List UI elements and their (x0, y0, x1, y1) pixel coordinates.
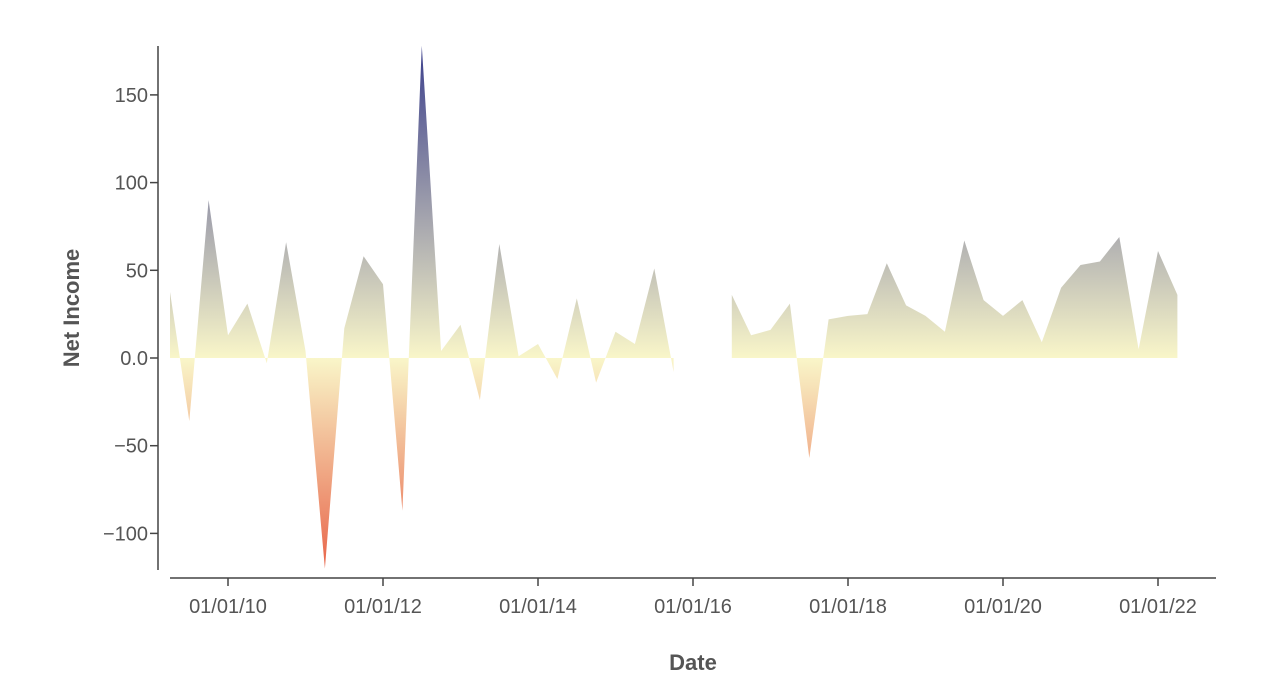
data-point-47 (1059, 286, 1063, 290)
x-tick-label-3: 01/01/16 (654, 596, 732, 618)
data-point-39 (904, 303, 908, 307)
data-point-41 (943, 330, 947, 334)
data-point-38 (885, 261, 889, 265)
data-point-30 (730, 293, 734, 297)
area-series (149, 44, 1179, 571)
data-point-11 (362, 254, 366, 258)
y-tick-label-4: −50 (114, 436, 148, 458)
y-tick-label-3: 0.0 (120, 348, 148, 370)
y-tick-label-5: −100 (103, 523, 148, 545)
data-point-18 (497, 242, 501, 246)
data-point-45 (1020, 298, 1024, 302)
y-axis: 150 100 50 0.0 −50 −100 (103, 46, 159, 570)
data-point-37 (865, 312, 869, 316)
x-tick-label-4: 01/01/18 (809, 596, 887, 618)
data-point-42 (962, 239, 966, 243)
data-point-35 (827, 317, 831, 321)
data-point-24 (614, 330, 618, 334)
data-point-46 (1040, 340, 1044, 344)
x-tick-label-6: 01/01/22 (1119, 596, 1197, 618)
x-axis: 01/01/10 01/01/12 01/01/14 01/01/16 01/01/18… (170, 577, 1216, 618)
data-point-14 (420, 44, 424, 48)
data-point-16 (459, 323, 463, 327)
x-tick-label-0: 01/01/10 (189, 596, 267, 618)
data-point-34 (807, 456, 811, 460)
data-point-3 (207, 198, 211, 202)
data-point-40 (924, 314, 928, 318)
area-segment-0-1 (731, 237, 1178, 458)
data-point-33 (788, 302, 792, 306)
y-tick-label-2: 50 (126, 260, 148, 282)
data-point-25 (633, 342, 637, 346)
y-tick-label-0: 150 (115, 85, 148, 107)
data-point-7 (284, 240, 288, 244)
data-point-8 (304, 349, 308, 353)
y-tick-label-1: 100 (115, 173, 148, 195)
x-tick-label-1: 01/01/12 (344, 596, 422, 618)
data-point-22 (575, 296, 579, 300)
data-point-15 (439, 349, 443, 353)
data-point-17 (478, 398, 482, 402)
data-point-23 (594, 381, 598, 385)
data-point-9 (323, 567, 327, 571)
y-axis-title: Net Income (59, 249, 84, 368)
data-point-48 (1079, 263, 1083, 267)
x-tick-label-5: 01/01/20 (964, 596, 1042, 618)
data-point-27 (672, 370, 676, 374)
data-point-52 (1156, 249, 1160, 253)
data-point-2 (187, 419, 191, 423)
area-segment-0-0 (170, 45, 674, 569)
data-point-19 (517, 354, 521, 358)
data-point-36 (846, 314, 850, 318)
data-point-12 (381, 282, 385, 286)
data-point-6 (265, 361, 269, 365)
data-point-44 (1001, 314, 1005, 318)
data-point-26 (652, 267, 656, 271)
data-point-1 (168, 289, 172, 293)
data-point-13 (400, 509, 404, 513)
x-axis-title: Date (669, 650, 717, 675)
data-point-32 (769, 328, 773, 332)
data-point-43 (982, 298, 986, 302)
data-point-31 (749, 333, 753, 337)
data-point-51 (1137, 347, 1141, 351)
data-point-4 (226, 333, 230, 337)
x-tick-label-2: 01/01/14 (499, 596, 577, 618)
data-point-49 (1098, 260, 1102, 264)
data-point-0 (149, 488, 153, 492)
data-point-20 (536, 342, 540, 346)
data-point-50 (1117, 235, 1121, 239)
data-point-10 (342, 326, 346, 330)
data-point-5 (245, 302, 249, 306)
data-point-53 (1175, 293, 1179, 297)
data-point-21 (555, 377, 559, 381)
